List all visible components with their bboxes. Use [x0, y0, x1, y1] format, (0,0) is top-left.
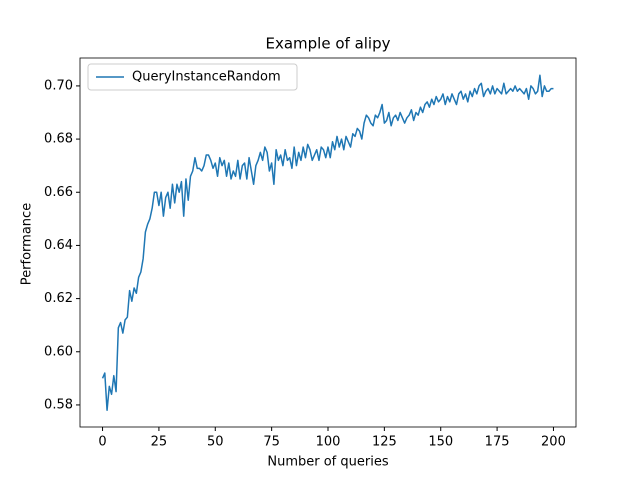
y-tick-label: 0.62	[44, 291, 73, 306]
y-tick-label: 0.68	[44, 132, 73, 147]
chart-title: Example of alipy	[266, 35, 391, 53]
x-tick-label: 75	[263, 435, 280, 450]
y-tick-label: 0.60	[44, 344, 73, 359]
y-tick-label: 0.70	[44, 78, 73, 93]
y-tick-label: 0.66	[44, 185, 73, 200]
x-tick-label: 50	[207, 435, 224, 450]
x-tick-label: 175	[485, 435, 510, 450]
y-axis-label: Performance	[20, 203, 35, 285]
x-tick-label: 25	[151, 435, 168, 450]
y-tick-label: 0.64	[44, 238, 73, 253]
x-tick-label: 0	[98, 435, 106, 450]
legend-label: QueryInstanceRandom	[132, 70, 281, 85]
data-line	[101, 74, 554, 411]
x-axis-label: Number of queries	[267, 455, 388, 470]
x-tick-label: 150	[428, 435, 453, 450]
x-tick-label: 200	[541, 435, 566, 450]
legend-box	[87, 63, 298, 91]
plot-frame	[79, 57, 577, 428]
x-tick-label: 100	[316, 435, 341, 450]
y-tick-label: 0.58	[44, 397, 73, 412]
x-tick-label: 125	[372, 435, 397, 450]
